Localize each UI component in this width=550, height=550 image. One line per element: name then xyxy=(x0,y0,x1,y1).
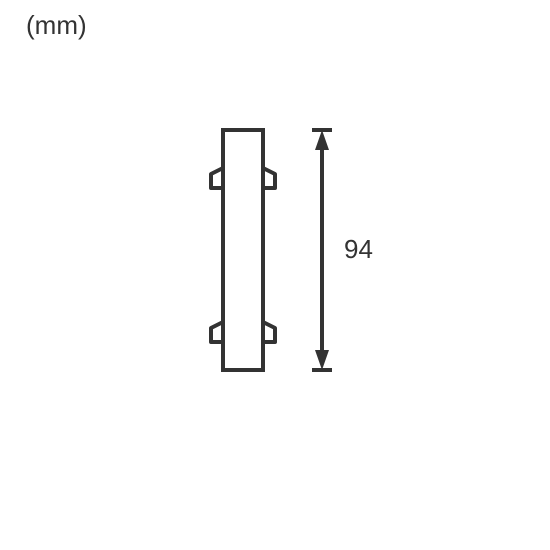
dimension-value: 94 xyxy=(344,234,373,265)
technical-drawing xyxy=(0,0,550,550)
